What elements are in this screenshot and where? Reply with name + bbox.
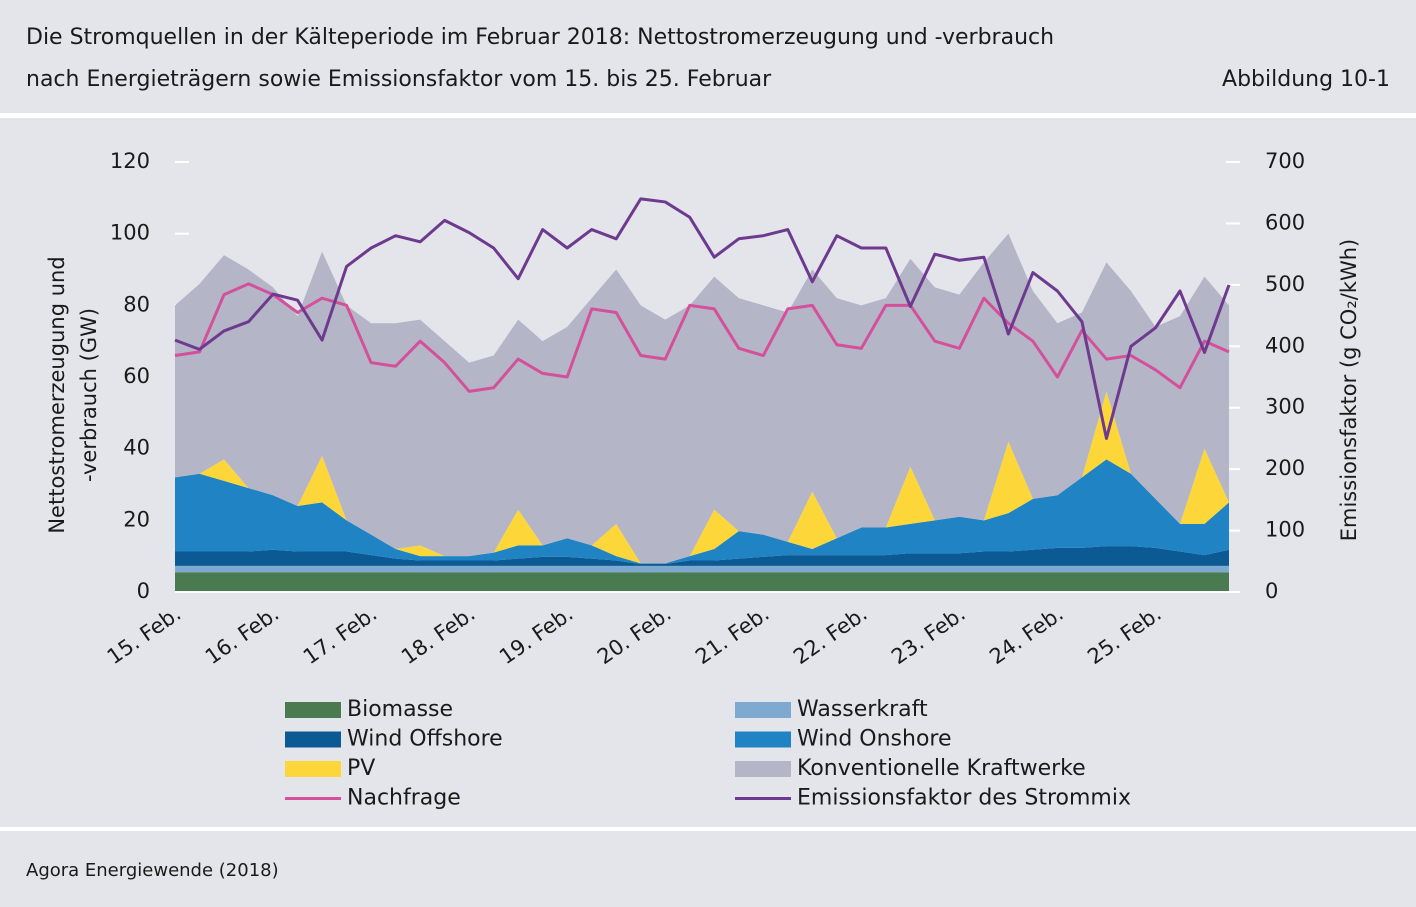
area (175, 459, 1229, 565)
area (175, 572, 1229, 592)
chart-subtitle: nach Energieträgern sowie Emissionsfakto… (26, 67, 772, 92)
area (175, 233, 1229, 564)
y2-axis-title: Emissionsfaktor (g CO₂/kWh) (1337, 239, 1361, 542)
legend-label: Wind Onshore (797, 727, 952, 752)
y-axis-title-line: Nettostromerzeugung und (45, 256, 69, 533)
y-tick-label: 60 (123, 364, 150, 388)
line (174, 197, 1231, 440)
y2-tick-label: 600 (1265, 210, 1305, 234)
legend-swatch (735, 731, 791, 748)
y2-tick-label: 100 (1265, 518, 1305, 542)
legend-label: Wind Offshore (347, 727, 503, 752)
legend-label: PV (347, 756, 375, 781)
legend-label: Emissionsfaktor des Strommix (797, 786, 1131, 811)
y2-tick-label: 300 (1265, 395, 1305, 419)
area (175, 565, 1229, 573)
y2-tick-label: 700 (1265, 149, 1305, 173)
separator (0, 113, 1416, 118)
y2-tick-label: 500 (1265, 272, 1305, 296)
y2-tick-label: 0 (1265, 579, 1278, 603)
y-tick-label: 120 (110, 149, 150, 173)
legend-swatch (735, 761, 791, 777)
y-axis-title-line: -verbrauch (GW) (77, 308, 101, 482)
legend-label: Konventionelle Kraftwerke (797, 756, 1086, 781)
legend-swatch (735, 702, 791, 718)
line (174, 282, 1230, 393)
legend-swatch (285, 731, 341, 748)
area (175, 546, 1229, 566)
y-tick-label: 40 (123, 436, 150, 460)
y-tick-label: 0 (137, 579, 150, 603)
y-tick-label: 100 (110, 221, 150, 245)
y-tick-label: 80 (123, 292, 150, 316)
legend-label: Nachfrage (347, 786, 461, 811)
area (175, 391, 1229, 564)
legend-label: Wasserkraft (797, 697, 928, 722)
figure-label: Abbildung 10-1 (1222, 67, 1390, 92)
legend-label: Biomasse (347, 697, 453, 722)
legend-swatch (285, 702, 341, 718)
y-tick-label: 20 (123, 507, 150, 531)
y-axis-title: Nettostromerzeugung und -verbrauch (GW) (45, 256, 101, 533)
y2-tick-label: 200 (1265, 456, 1305, 480)
separator (0, 827, 1416, 831)
source: Agora Energiewende (2018) (26, 860, 279, 881)
chart-title: Die Stromquellen in der Kälteperiode im … (26, 25, 1054, 50)
y2-tick-label: 400 (1265, 333, 1305, 357)
legend-swatch (285, 761, 341, 777)
